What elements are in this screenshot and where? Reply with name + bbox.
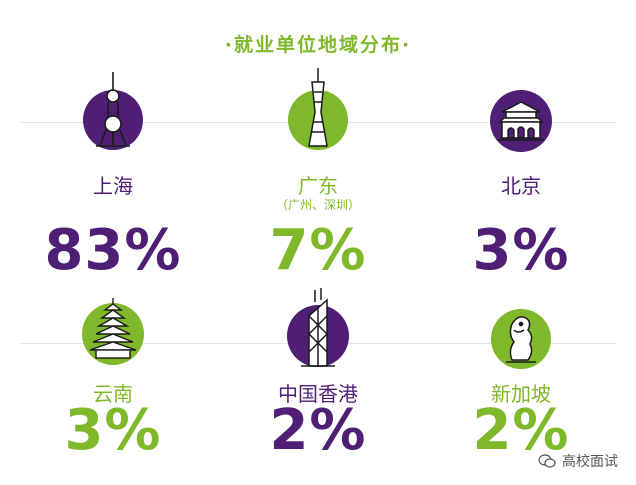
percent-singapore: 2%	[472, 398, 570, 463]
canton-tower-icon	[285, 66, 351, 156]
region-name-hongkong: 中国香港	[278, 382, 358, 406]
region-name-guangdong: 广东	[298, 174, 338, 198]
percent-yunnan: 3%	[64, 398, 162, 463]
percent-hongkong: 2%	[269, 398, 367, 463]
watermark-text: 高校面试	[562, 454, 618, 470]
percent-guangdong: 7%	[269, 218, 367, 283]
pagoda-icon	[80, 296, 146, 372]
watermark: 高校面试	[538, 451, 618, 471]
region-name-beijing: 北京	[501, 174, 541, 198]
region-sub-guangdong: （广州、深圳）	[275, 198, 360, 212]
percent-beijing: 3%	[472, 218, 570, 283]
percent-shanghai: 83%	[44, 218, 182, 283]
bank-of-china-tower-icon	[285, 286, 351, 374]
tiananmen-icon	[488, 88, 554, 158]
region-name-shanghai: 上海	[93, 174, 133, 198]
page-title: ·就业单位地域分布·	[224, 34, 412, 56]
merlion-icon	[488, 308, 554, 374]
region-name-singapore: 新加坡	[491, 382, 551, 406]
wechat-icon	[538, 454, 556, 468]
region-name-yunnan: 云南	[93, 382, 133, 406]
oriental-pearl-tower-icon	[80, 70, 146, 156]
